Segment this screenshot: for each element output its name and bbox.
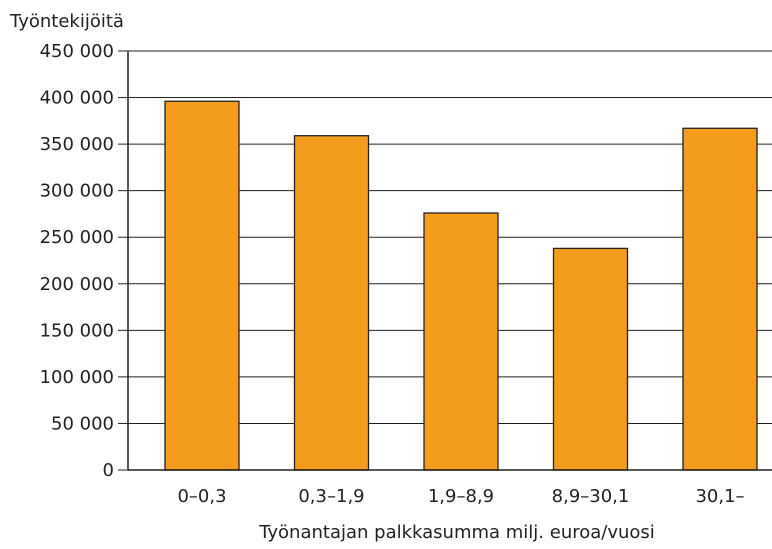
bar-3 (552, 247, 629, 471)
y-tick-label: 150 000 (40, 320, 114, 341)
bar-2 (423, 212, 499, 471)
bar-4 (682, 127, 758, 471)
bar-1 (293, 135, 370, 471)
y-tick-labels: 0 50 000 100 000 150 000 200 000 250 000 300 0… (40, 41, 128, 481)
bars (164, 100, 758, 471)
y-tick-label: 400 000 (40, 88, 114, 109)
y-tick-label: 250 000 (40, 227, 114, 248)
y-tick-label: 50 000 (51, 413, 114, 434)
y-tick-label: 200 000 (40, 274, 114, 295)
x-category-label: 1,9–8,9 (428, 486, 494, 507)
x-category-label: 8,9–30,1 (552, 486, 630, 507)
x-category-label: 0,3–1,9 (298, 486, 364, 507)
x-category-labels: 0–0,3 0,3–1,9 1,9–8,9 8,9–30,1 30,1– (177, 486, 744, 507)
y-tick-label: 350 000 (40, 134, 114, 155)
y-tick-label: 0 (103, 460, 114, 481)
bar-0 (164, 100, 240, 471)
x-category-label: 0–0,3 (177, 486, 226, 507)
y-tick-label: 300 000 (40, 181, 114, 202)
x-axis-title: Työnantajan palkkasumma milj. euroa/vuos… (258, 522, 655, 543)
y-axis-title: Työntekijöitä (9, 11, 124, 32)
y-tick-label: 450 000 (40, 41, 114, 62)
y-tick-label: 100 000 (40, 367, 114, 388)
x-category-label: 30,1– (695, 486, 744, 507)
